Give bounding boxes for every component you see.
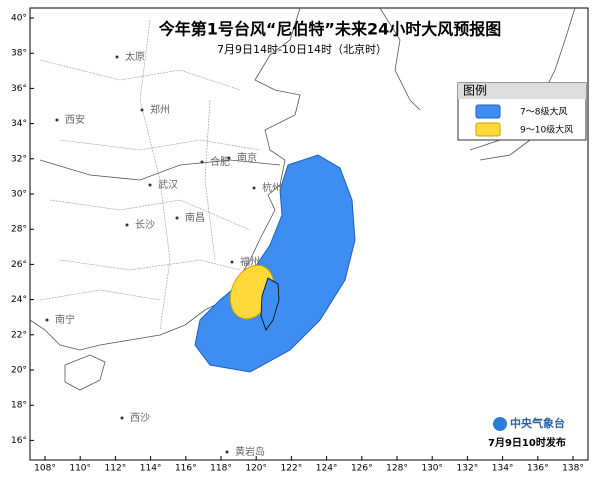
- lon-label: 120°: [245, 464, 267, 474]
- lat-label: 40°: [11, 14, 27, 24]
- lat-label: 30°: [11, 190, 27, 200]
- lon-label: 112°: [105, 464, 127, 474]
- city-dot: [225, 450, 229, 454]
- legend-title: 图例: [463, 84, 487, 98]
- lon-label: 130°: [421, 464, 443, 474]
- lon-label: 138°: [562, 464, 584, 474]
- city-label: 南京: [237, 151, 257, 164]
- map-subtitle: 7月9日14时-10日14时（北京时）: [217, 42, 387, 56]
- lat-label: 36°: [11, 84, 27, 94]
- legend-swatch: [475, 104, 501, 119]
- city-dot: [200, 160, 204, 164]
- city-label: 郑州: [150, 103, 170, 116]
- hainan: [64, 354, 106, 391]
- city-label: 福州: [240, 255, 260, 268]
- city-dot: [125, 223, 129, 227]
- city-label: 武汉: [158, 178, 178, 191]
- lat-label: 34°: [11, 119, 27, 129]
- legend-header: [458, 83, 586, 99]
- city-label: 长沙: [135, 219, 155, 231]
- city-label: 太原: [125, 50, 145, 63]
- city-dot: [120, 416, 124, 420]
- agency-logo: [493, 417, 507, 431]
- city-label: 合肥: [210, 155, 230, 168]
- lon-label: 116°: [175, 464, 197, 474]
- city-label: 西安: [65, 113, 85, 126]
- lat-label: 18°: [11, 401, 27, 411]
- taiwan-island: [260, 277, 280, 331]
- legend-label: 7～8级大风: [520, 106, 567, 118]
- province-borders: [39, 19, 261, 331]
- lon-label: 108°: [34, 464, 56, 474]
- wind-zone-7-8: [194, 154, 356, 373]
- city-label: 西沙: [130, 412, 150, 424]
- city-dot: [175, 216, 179, 220]
- lat-label: 32°: [11, 154, 27, 164]
- issue-time: 7月9日10时发布: [488, 436, 566, 449]
- lat-label: 16°: [11, 436, 27, 446]
- city-label: 南昌: [185, 211, 205, 224]
- city-label: 黄岩岛: [235, 445, 265, 458]
- city-label: 南宁: [55, 313, 75, 326]
- city-dot: [45, 318, 49, 322]
- lat-label: 26°: [11, 260, 27, 270]
- city-dot: [140, 108, 144, 112]
- lon-label: 110°: [69, 464, 91, 474]
- lon-label: 132°: [457, 464, 479, 474]
- lat-label: 38°: [11, 49, 27, 59]
- lon-label: 114°: [140, 464, 162, 474]
- legend-label: 9～10级大风: [520, 124, 573, 136]
- lon-label: 128°: [386, 464, 408, 474]
- lat-label: 28°: [11, 225, 27, 235]
- legend-swatch: [475, 122, 501, 137]
- city-dot: [230, 260, 234, 264]
- lat-label: 24°: [11, 295, 27, 305]
- city-label: 杭州: [262, 181, 282, 194]
- coastline: [29, 7, 301, 351]
- lon-label: 126°: [351, 464, 373, 474]
- legend: 图例 7～8级大风 9～10级大风: [457, 82, 587, 141]
- lon-label: 122°: [281, 464, 303, 474]
- map-title: 今年第1号台风“尼伯特”未来24小时大风预报图: [158, 20, 501, 39]
- city-dot: [115, 55, 119, 59]
- lon-label: 134°: [492, 464, 514, 474]
- city-dot: [148, 183, 152, 187]
- lon-label: 118°: [210, 464, 232, 474]
- yangtze: [39, 159, 281, 181]
- city-dot: [227, 156, 231, 160]
- lat-label: 20°: [11, 366, 27, 376]
- lon-label: 136°: [527, 464, 549, 474]
- city-dot: [55, 118, 59, 122]
- agency-name: 中央气象台: [510, 416, 565, 430]
- lat-label: 22°: [11, 330, 27, 340]
- city-dot: [252, 186, 256, 190]
- lon-label: 124°: [316, 464, 338, 474]
